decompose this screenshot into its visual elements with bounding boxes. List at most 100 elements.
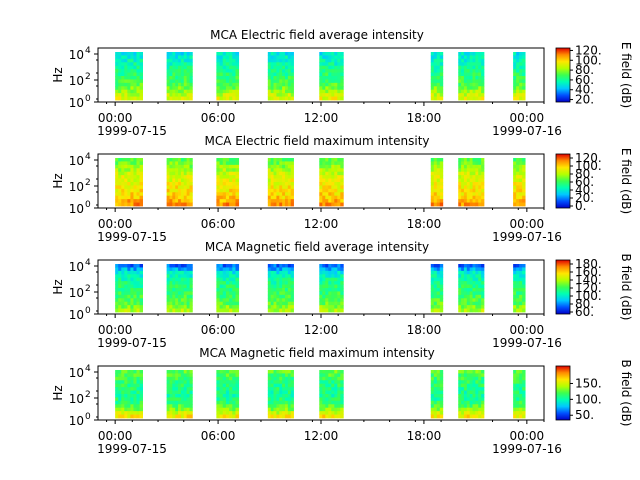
spectrogram-cell	[458, 281, 462, 285]
spectrogram-cell	[169, 96, 173, 101]
spectrogram-cell	[186, 188, 190, 193]
spectrogram-cell	[475, 161, 479, 166]
spectrogram-cell	[235, 277, 240, 282]
spectrogram-cell	[232, 52, 236, 56]
spectrogram-cell	[216, 89, 220, 94]
spectrogram-cell	[513, 93, 517, 97]
spectrogram-cell	[328, 96, 332, 101]
spectrogram-cell	[325, 281, 329, 285]
spectrogram-cell	[219, 376, 224, 381]
spectrogram-cell	[282, 55, 286, 60]
spectrogram-cell	[139, 298, 143, 303]
spectrogram-cell	[290, 86, 294, 91]
spectrogram-cell	[235, 308, 240, 313]
spectrogram-cell	[183, 65, 188, 70]
spectrogram-cell	[319, 182, 323, 186]
spectrogram-cell	[463, 383, 468, 388]
y-tick-exponent: 4	[85, 46, 91, 56]
spectrogram-cell	[284, 288, 289, 292]
spectrogram-cell	[331, 270, 335, 275]
spectrogram-cell	[290, 397, 294, 402]
spectrogram-cell	[287, 397, 292, 402]
spectrogram-cell	[130, 284, 134, 289]
spectrogram-cell	[325, 178, 329, 183]
spectrogram-cell	[284, 380, 289, 385]
spectrogram-cell	[235, 264, 240, 268]
spectrogram-block	[513, 52, 526, 101]
spectrogram-cell	[232, 89, 236, 94]
spectrogram-cell	[282, 387, 286, 391]
spectrogram-cell	[478, 55, 482, 60]
spectrogram-cell	[475, 58, 479, 63]
colorbar-tick-label: 120.	[575, 151, 602, 165]
spectrogram-cell	[325, 96, 329, 101]
spectrogram-cell	[273, 397, 277, 402]
spectrogram-cell	[290, 267, 294, 272]
spectrogram-cell	[328, 52, 332, 56]
spectrogram-cell	[219, 199, 224, 203]
spectrogram-cell	[133, 185, 137, 190]
spectrogram-cell	[267, 376, 272, 381]
spectrogram-cell	[433, 407, 438, 412]
spectrogram-cell	[475, 305, 479, 309]
y-tick-label: 10	[69, 202, 84, 216]
spectrogram-cell	[216, 62, 220, 67]
spectrogram-cell	[463, 301, 468, 306]
spectrogram-cell	[127, 308, 131, 313]
spectrogram-cell	[276, 407, 280, 412]
spectrogram-cell	[478, 72, 482, 77]
spectrogram-cell	[319, 86, 323, 91]
spectrogram-cell	[340, 390, 344, 395]
spectrogram-cell	[121, 86, 125, 91]
spectrogram-cell	[189, 274, 193, 279]
spectrogram-cell	[216, 400, 220, 405]
spectrogram-cell	[216, 291, 220, 296]
spectrogram-cell	[183, 175, 188, 179]
spectrogram-cell	[322, 82, 326, 87]
spectrogram-cell	[331, 407, 335, 412]
spectrogram-cell	[273, 185, 277, 190]
spectrogram-cell	[475, 370, 479, 374]
spectrogram-cell	[229, 82, 233, 87]
spectrogram-cell	[273, 164, 277, 169]
spectrogram-cell	[189, 397, 193, 402]
spectrogram-cell	[172, 383, 176, 388]
spectrogram-cell	[183, 195, 188, 200]
spectrogram-cell	[458, 301, 462, 306]
spectrogram-cell	[522, 185, 526, 190]
spectrogram-cell	[458, 370, 462, 374]
spectrogram-cell	[225, 195, 230, 200]
spectrogram-cell	[284, 202, 289, 207]
spectrogram-cell	[469, 277, 473, 282]
spectrogram-cell	[180, 188, 185, 193]
spectrogram-cell	[216, 274, 220, 279]
spectrogram-cell	[478, 373, 482, 378]
spectrogram-cell	[130, 192, 134, 197]
spectrogram-block	[267, 264, 294, 313]
spectrogram-cell	[433, 383, 438, 388]
spectrogram-cell	[124, 294, 128, 299]
spectrogram-cell	[430, 294, 435, 299]
spectrogram-cell	[219, 175, 224, 179]
spectrogram-cell	[522, 277, 526, 282]
spectrogram-cell	[189, 277, 193, 282]
spectrogram-cell	[325, 414, 329, 419]
spectrogram-cell	[273, 264, 277, 268]
spectrogram-cell	[481, 192, 485, 197]
x-date-end: 1999-07-16	[492, 230, 562, 244]
spectrogram-cell	[267, 199, 272, 203]
spectrogram-cell	[458, 397, 462, 402]
spectrogram-cell	[130, 394, 134, 398]
spectrogram-cell	[469, 175, 473, 179]
y-tick-exponent: 2	[85, 284, 91, 294]
spectrogram-cell	[136, 383, 140, 388]
spectrogram-cell	[319, 264, 323, 268]
spectrogram-cell	[216, 171, 220, 176]
spectrogram-cell	[433, 175, 438, 179]
spectrogram-cell	[439, 178, 444, 183]
spectrogram-cell	[284, 86, 289, 91]
spectrogram-cell	[178, 291, 182, 296]
spectrogram-cell	[478, 168, 482, 173]
spectrogram-cell	[478, 387, 482, 391]
spectrogram-cell	[284, 164, 289, 169]
